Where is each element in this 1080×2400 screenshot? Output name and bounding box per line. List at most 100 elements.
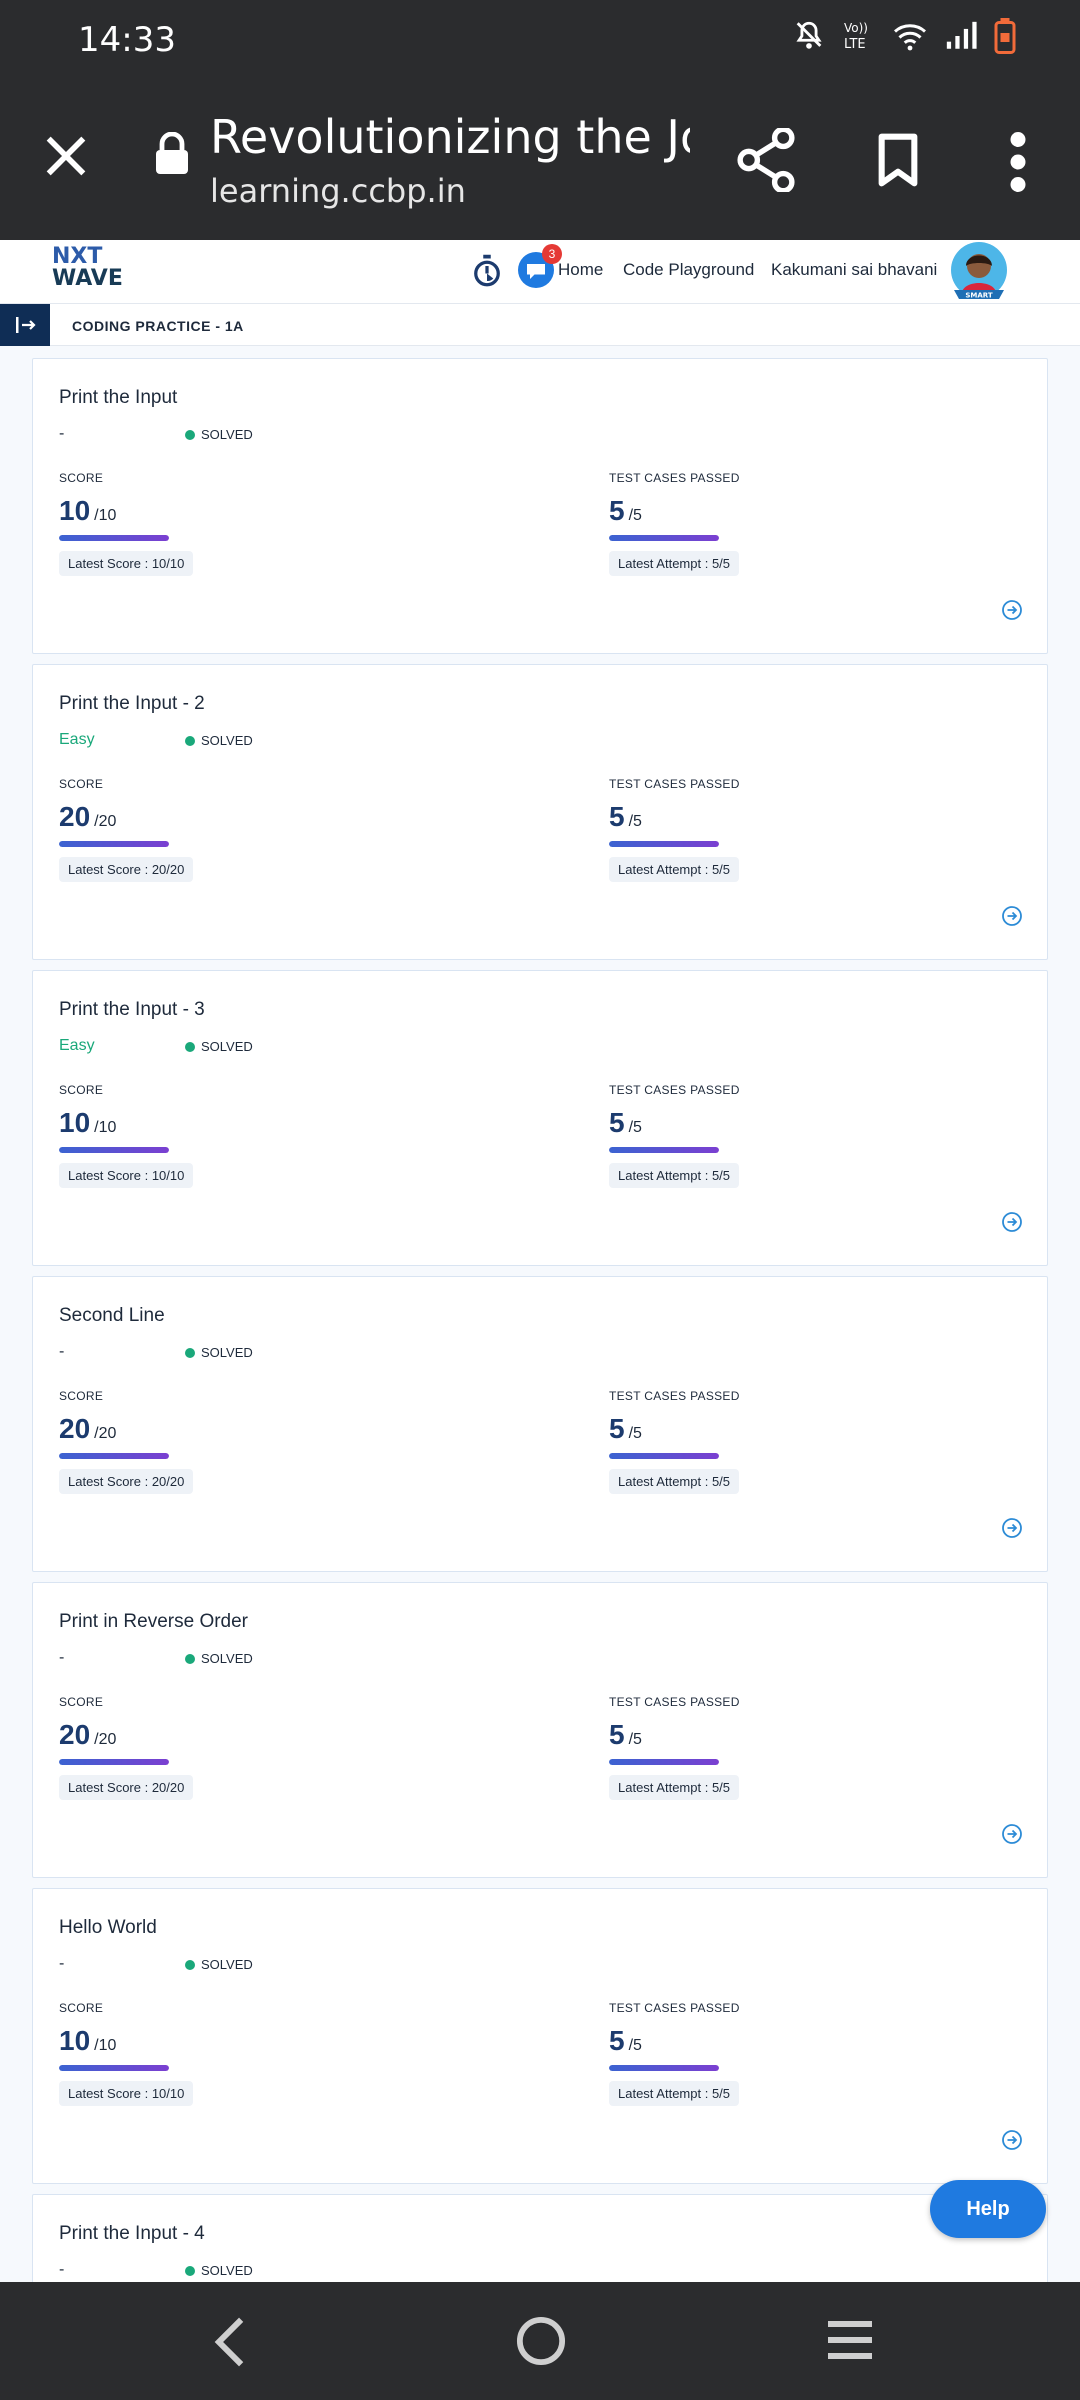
status-badge: SOLVED — [185, 733, 253, 748]
test-cases-progress-bar — [609, 1759, 719, 1765]
arrow-circle-right-icon[interactable] — [1001, 599, 1023, 621]
problem-card[interactable]: Print in Reverse Order - SOLVED SCORE 20… — [32, 1582, 1048, 1878]
problem-name[interactable]: Print the Input - 3 — [59, 999, 205, 1020]
problem-name[interactable]: Print the Input - 2 — [59, 693, 205, 714]
score-value: 10/10 — [59, 2025, 116, 2057]
score-label: SCORE — [59, 2001, 104, 2015]
timer-icon[interactable] — [472, 254, 502, 288]
arrow-circle-right-icon[interactable] — [1001, 1823, 1023, 1845]
chat-button[interactable]: 3 — [518, 244, 562, 288]
arrow-circle-right-icon[interactable] — [1001, 905, 1023, 927]
test-cases-progress-fill — [609, 1453, 719, 1459]
status-label: SOLVED — [201, 733, 253, 748]
help-button[interactable]: Help — [930, 2180, 1046, 2238]
score-number: 20 — [59, 1413, 91, 1444]
latest-attempt-chip: Latest Attempt : 5/5 — [609, 2081, 740, 2106]
score-number: 10 — [59, 1107, 91, 1138]
status-icons: Vo)) LTE — [792, 18, 1016, 54]
score-max: /10 — [94, 1119, 117, 1136]
score-progress-fill — [59, 1759, 169, 1765]
test-cases-progress-fill — [609, 535, 719, 541]
solved-dot — [185, 736, 195, 746]
test-cases-label: TEST CASES PASSED — [609, 1083, 740, 1097]
score-label: SCORE — [59, 777, 104, 791]
problem-difficulty: - — [59, 2261, 65, 2278]
test-cases-progress-fill — [609, 841, 719, 847]
site-header: NXT WAVE 3 Home Code Playground Kakumani… — [0, 240, 1080, 304]
score-progress-bar — [59, 535, 169, 541]
status-badge: SOLVED — [185, 1651, 253, 1666]
test-cases-max: /5 — [628, 1119, 642, 1136]
test-cases-value: 5/5 — [609, 801, 642, 833]
test-cases-progress-fill — [609, 1147, 719, 1153]
latest-attempt-chip: Latest Attempt : 5/5 — [609, 1469, 740, 1494]
score-progress-fill — [59, 1453, 169, 1459]
solved-dot — [185, 1654, 195, 1664]
sidebar-toggle-button[interactable] — [0, 304, 50, 346]
test-cases-progress-bar — [609, 535, 719, 541]
problem-card[interactable]: Hello World - SOLVED SCORE 10/10 Latest … — [32, 1888, 1048, 2184]
score-progress-fill — [59, 1147, 169, 1153]
problem-card[interactable]: Second Line - SOLVED SCORE 20/20 Latest … — [32, 1276, 1048, 1572]
latest-score-chip: Latest Score : 20/20 — [59, 857, 194, 882]
test-cases-label: TEST CASES PASSED — [609, 1389, 740, 1403]
score-number: 10 — [59, 495, 91, 526]
problem-difficulty: - — [59, 425, 65, 442]
problem-list: Print the Input - SOLVED SCORE 10/10 Lat… — [32, 358, 1048, 2282]
test-cases-progress-bar — [609, 1147, 719, 1153]
problem-name[interactable]: Hello World — [59, 1917, 157, 1938]
latest-score-chip: Latest Score : 10/10 — [59, 2081, 194, 2106]
problem-card[interactable]: Print the Input - 2 Easy SOLVED SCORE 20… — [32, 664, 1048, 960]
test-cases-value: 5/5 — [609, 495, 642, 527]
test-cases-number: 5 — [609, 2025, 625, 2056]
test-cases-label: TEST CASES PASSED — [609, 2001, 740, 2015]
browser-url[interactable]: learning.ccbp.in — [210, 172, 466, 210]
more-vert-icon[interactable] — [1004, 132, 1032, 192]
arrow-circle-right-icon[interactable] — [1001, 1517, 1023, 1539]
logo-line-2: WAVE — [52, 266, 123, 291]
browser-page-title[interactable]: Revolutionizing the Jo… — [210, 110, 690, 164]
lock-icon[interactable] — [154, 132, 190, 176]
problem-card[interactable]: Print the Input - 3 Easy SOLVED SCORE 10… — [32, 970, 1048, 1266]
back-icon[interactable] — [210, 2316, 250, 2368]
close-icon[interactable] — [40, 130, 92, 182]
test-cases-label: TEST CASES PASSED — [609, 471, 740, 485]
test-cases-max: /5 — [628, 507, 642, 524]
status-badge: SOLVED — [185, 1957, 253, 1972]
arrow-circle-right-icon[interactable] — [1001, 2129, 1023, 2151]
status-label: SOLVED — [201, 1957, 253, 1972]
score-label: SCORE — [59, 471, 104, 485]
score-value: 20/20 — [59, 1413, 116, 1445]
problem-card[interactable]: Print the Input - SOLVED SCORE 10/10 Lat… — [32, 358, 1048, 654]
test-cases-progress-fill — [609, 2065, 719, 2071]
problem-name[interactable]: Print in Reverse Order — [59, 1611, 249, 1632]
nav-home-link[interactable]: Home — [558, 260, 604, 279]
problem-difficulty: Easy — [59, 731, 95, 748]
problem-name[interactable]: Second Line — [59, 1305, 165, 1326]
problem-name[interactable]: Print the Input - 4 — [59, 2223, 205, 2244]
nav-user-name[interactable]: Kakumani sai bhavani — [771, 260, 938, 279]
problem-name[interactable]: Print the Input — [59, 387, 178, 408]
battery-icon — [994, 18, 1016, 54]
nav-code-playground-link[interactable]: Code Playground — [623, 260, 755, 279]
score-label: SCORE — [59, 1083, 104, 1097]
nxtwave-logo[interactable]: NXT WAVE — [52, 246, 123, 290]
problem-difficulty: - — [59, 1343, 65, 1360]
score-max: /20 — [94, 1731, 117, 1748]
recent-apps-icon[interactable] — [824, 2318, 876, 2362]
solved-dot — [185, 430, 195, 440]
home-icon[interactable] — [516, 2316, 566, 2366]
avatar[interactable]: SMART — [944, 240, 1014, 302]
score-value: 20/20 — [59, 1719, 116, 1751]
solved-dot — [185, 2266, 195, 2276]
problem-card[interactable]: Print the Input - 4 - SOLVED — [32, 2194, 1048, 2282]
share-icon[interactable] — [736, 128, 796, 192]
bookmark-icon[interactable] — [876, 132, 920, 188]
test-cases-progress-bar — [609, 2065, 719, 2071]
arrow-circle-right-icon[interactable] — [1001, 1211, 1023, 1233]
wifi-icon — [894, 24, 926, 51]
latest-score-chip: Latest Score : 20/20 — [59, 1775, 194, 1800]
status-badge: SOLVED — [185, 1039, 253, 1054]
status-label: SOLVED — [201, 1345, 253, 1360]
test-cases-label: TEST CASES PASSED — [609, 777, 740, 791]
